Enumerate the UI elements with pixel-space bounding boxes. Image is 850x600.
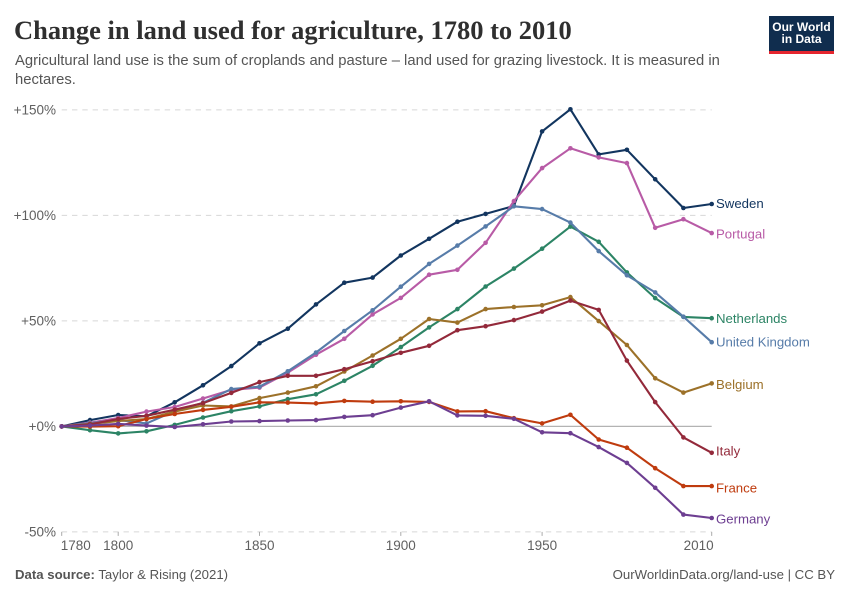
svg-text:+50%: +50% (21, 313, 56, 328)
svg-text:Germany: Germany (716, 512, 771, 527)
svg-text:-50%: -50% (24, 524, 56, 539)
svg-text:United Kingdom: United Kingdom (716, 335, 810, 350)
svg-text:+100%: +100% (14, 208, 56, 223)
svg-text:1850: 1850 (244, 538, 274, 553)
svg-text:2010: 2010 (684, 538, 714, 553)
svg-text:1780: 1780 (61, 538, 91, 553)
svg-text:1950: 1950 (527, 538, 557, 553)
svg-text:1900: 1900 (386, 538, 416, 553)
svg-text:+0%: +0% (29, 419, 56, 434)
svg-text:Belgium: Belgium (716, 377, 764, 392)
svg-text:1800: 1800 (103, 538, 133, 553)
svg-text:Netherlands: Netherlands (716, 311, 788, 326)
svg-text:Sweden: Sweden (716, 196, 764, 211)
svg-text:France: France (716, 481, 757, 496)
svg-text:Portugal: Portugal (716, 227, 765, 242)
svg-text:Italy: Italy (716, 444, 741, 459)
svg-text:+150%: +150% (14, 102, 56, 117)
